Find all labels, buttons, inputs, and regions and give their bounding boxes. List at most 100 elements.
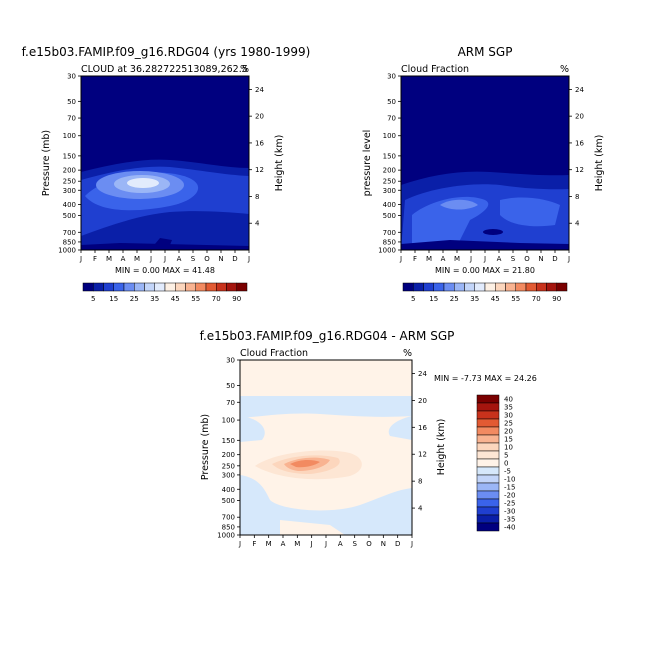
model-height-tick-label: 8 (255, 193, 259, 201)
obs-pressure-tick-label: 250 (383, 178, 396, 186)
diff-pressure-tick-label: 1000 (217, 532, 235, 540)
model-pressure-tick-label: 200 (63, 167, 76, 175)
model-height-tick-label: 12 (255, 166, 264, 174)
obs-colorbar-swatch (525, 282, 537, 292)
diff-month-tick-label: D (395, 540, 400, 548)
obs-pressure-tick-label: 50 (387, 98, 396, 106)
diff-height-tick-label: 4 (418, 505, 423, 513)
diff-height-tick-label: 20 (418, 397, 427, 405)
model-colorbar-swatch (175, 282, 186, 292)
obs-pressure-tick-label: 30 (387, 73, 396, 81)
obs-colorbar-swatch (515, 282, 527, 292)
model-colorbar-swatch (123, 282, 135, 292)
obs-colorbar-swatch (474, 282, 486, 292)
obs-pressure-tick-label: 1000 (378, 247, 396, 255)
diff-variable-label: Cloud Fraction (240, 348, 308, 359)
model-month-tick-label: D (232, 255, 237, 263)
diff-colorbar-label: -40 (504, 524, 515, 532)
model-colorbar-label: 55 (191, 295, 200, 303)
model-pressure-tick-label: 70 (67, 115, 76, 123)
diff-field (240, 360, 412, 535)
diff-month-tick-label: J (238, 540, 241, 548)
obs-height-tick-label: 4 (575, 220, 580, 228)
model-colorbar-swatch (226, 282, 237, 292)
diff-colorbar-label: 10 (504, 444, 513, 452)
diff-colorbar-swatch (476, 506, 500, 516)
diff-colorbar-swatch (476, 458, 500, 468)
diff-colorbar-label: -25 (504, 500, 515, 508)
diff-pressure-tick-label: 300 (222, 471, 235, 479)
model-colorbar-label: 25 (130, 295, 139, 303)
diff-pressure-tick-label: 30 (226, 357, 235, 365)
diff-pressure-tick-label: 200 (222, 451, 235, 459)
diff-title: f.e15b03.FAMIP.f09_g16.RDG04 - ARM SGP (200, 329, 455, 343)
diff-month-tick-label: F (252, 540, 256, 548)
diff-month-tick-label: O (366, 540, 372, 548)
model-height-tick-label: 20 (255, 113, 264, 121)
model-units-label: % (240, 64, 249, 75)
model-colorbar: 5 15 25 35 45 55 70 90 (82, 282, 248, 303)
obs-month-tick-label: D (552, 255, 557, 263)
diff-colorbar-swatch (476, 394, 500, 404)
diff-month-tick-label: N (381, 540, 386, 548)
model-colorbar-swatch (185, 282, 196, 292)
diff-colorbar-label: -10 (504, 476, 515, 484)
diff-pressure-tick-label: 400 (222, 486, 235, 494)
diff-colorbar-label: 40 (504, 396, 513, 404)
model-pressure-tick-label: 100 (63, 132, 76, 140)
model-pressure-tick-label: 1000 (58, 247, 76, 255)
diff-pressure-tick-label: 150 (222, 437, 235, 445)
obs-height-tick-label: 16 (575, 139, 584, 147)
model-colorbar-label: 35 (150, 295, 159, 303)
diff-colorbar-label: 0 (504, 460, 508, 468)
obs-month-tick-label: S (511, 255, 516, 263)
diff-colorbar-label: 35 (504, 404, 513, 412)
diff-colorbar-swatch (476, 498, 500, 508)
diff-colorbar-swatch (476, 466, 500, 476)
diff-month-tick-label: J (310, 540, 313, 548)
model-month-tick-label: J (149, 255, 152, 263)
diff-colorbar-swatch (476, 402, 500, 412)
diff-pressure-tick-label: 70 (226, 399, 235, 407)
diff-units-label: % (403, 348, 412, 359)
diff-colorbar-swatch (476, 450, 500, 460)
model-colorbar-swatch (103, 282, 114, 292)
diff-colorbar-label: -30 (504, 508, 515, 516)
obs-pressure-tick-label: 100 (383, 132, 396, 140)
model-colorbar-swatch (113, 282, 125, 292)
diff-height-tick-label: 12 (418, 451, 427, 459)
diff-colorbar-swatch (476, 490, 500, 500)
obs-colorbar-swatch (546, 282, 557, 292)
model-title: f.e15b03.FAMIP.f09_g16.RDG04 (yrs 1980-1… (22, 45, 311, 59)
model-pressure-tick-label: 700 (63, 229, 76, 237)
obs-month-tick-label: N (538, 255, 543, 263)
model-pressure-tick-label: 250 (63, 178, 76, 186)
diff-colorbar-label: 20 (504, 428, 513, 436)
diff-pressure-tick-label: 700 (222, 514, 235, 522)
obs-height-tick-label: 8 (575, 193, 579, 201)
diff-month-tick-label: M (294, 540, 300, 548)
model-month-tick-label: J (247, 255, 250, 263)
obs-stats: MIN = 0.00 MAX = 21.80 (435, 266, 535, 275)
model-stats: MIN = 0.00 MAX = 41.48 (115, 266, 215, 275)
model-pressure-tick-label: 300 (63, 187, 76, 195)
diff-colorbar-label: -20 (504, 492, 515, 500)
model-colorbar-label: 70 (212, 295, 221, 303)
obs-pressure-tick-label: 300 (383, 187, 396, 195)
obs-colorbar-swatch (454, 282, 465, 292)
obs-pressure-tick-label: 700 (383, 229, 396, 237)
model-ylabel: Pressure (mb) (41, 130, 52, 196)
model-colorbar-label: 90 (232, 295, 241, 303)
obs-month-tick-label: A (441, 255, 446, 263)
obs-colorbar-swatch (505, 282, 516, 292)
diff-pressure-tick-label: 250 (222, 462, 235, 470)
diff-month-tick-label: S (352, 540, 357, 548)
model-y2label: Height (km) (274, 135, 285, 192)
obs-pressure-tick-label: 150 (383, 152, 396, 160)
model-height-tick-label: 24 (255, 86, 264, 94)
obs-colorbar-label: 70 (532, 295, 541, 303)
diff-pressure-tick-label: 850 (222, 523, 235, 531)
model-variable-label: CLOUD at 36.282722513089,262.5 (81, 64, 248, 75)
